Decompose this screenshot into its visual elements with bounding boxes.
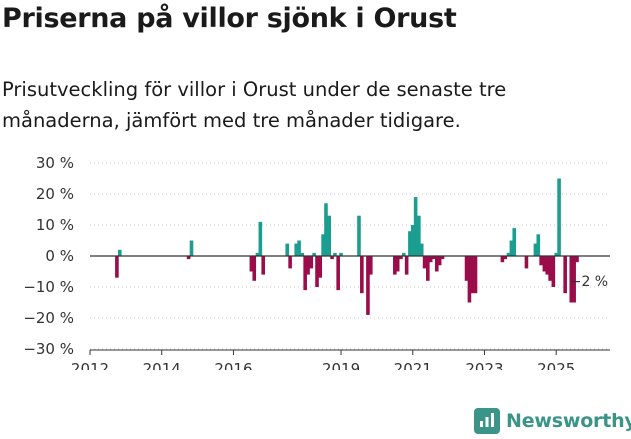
y-tick-label: −20 %: [23, 309, 74, 327]
bar: [189, 240, 194, 256]
bar: [261, 256, 266, 275]
bar: [117, 249, 122, 256]
bar: [395, 256, 400, 272]
x-tick-label: 2019: [322, 360, 360, 370]
bar: [473, 256, 478, 294]
bar: [464, 256, 469, 281]
bar: [434, 256, 439, 272]
bar: [115, 256, 119, 278]
bar: [399, 256, 403, 260]
bar: [437, 256, 442, 266]
bar: [312, 252, 316, 256]
bar: [324, 203, 328, 256]
bar: [285, 243, 290, 256]
bar: [366, 256, 370, 315]
bar: [500, 256, 505, 263]
bar: [309, 256, 314, 269]
y-tick-label: 10 %: [36, 216, 74, 234]
newsworthy-logo-icon: [474, 408, 500, 434]
bar: [306, 256, 310, 275]
x-tick-label: 2021: [394, 360, 432, 370]
x-tick-label: 2025: [537, 360, 575, 370]
bar: [303, 256, 307, 291]
bar: [336, 256, 340, 291]
bar: [321, 234, 325, 256]
bar: [294, 243, 299, 256]
bar: [548, 256, 552, 281]
bar: [300, 252, 305, 256]
bar: [297, 240, 301, 256]
bar: [512, 228, 517, 256]
bar: [431, 256, 436, 260]
bar: [426, 256, 430, 281]
bar: [410, 225, 415, 256]
bar: [327, 215, 331, 256]
bar: [315, 256, 319, 287]
chart-subtitle: Prisutveckling för villor i Orust under …: [2, 78, 507, 132]
x-tick-label: 2023: [465, 360, 503, 370]
bar: [357, 215, 361, 256]
y-tick-label: −10 %: [23, 278, 74, 296]
bar: [509, 240, 514, 256]
bar: [572, 256, 576, 303]
newsworthy-logo-text: Newsworthy: [506, 410, 631, 432]
bar: [422, 256, 427, 269]
bar: [404, 256, 409, 275]
bar: [252, 256, 257, 281]
bar: [318, 256, 323, 278]
bar: [524, 256, 529, 269]
y-tick-label: 30 %: [36, 154, 74, 172]
chart-title: Priserna på villor sjönk i Orust: [2, 3, 457, 34]
bar: [369, 256, 373, 275]
bar: [533, 243, 538, 256]
bar: [249, 256, 254, 272]
bar: [419, 243, 424, 256]
bar: [339, 252, 343, 256]
bar: [360, 256, 364, 294]
y-tick-label: −30 %: [23, 340, 74, 358]
bar: [417, 215, 421, 256]
bar: [186, 256, 191, 260]
bar: [333, 252, 337, 256]
bar: [575, 256, 579, 263]
bar: [401, 252, 406, 256]
bar: [258, 221, 263, 256]
bar: [288, 256, 292, 269]
bar: [255, 252, 260, 256]
bar: [545, 256, 550, 275]
bar: [539, 256, 543, 266]
bar: [470, 256, 475, 294]
bar: [393, 256, 397, 275]
bar: [330, 256, 334, 260]
annotation-label: −2 %: [570, 274, 608, 290]
bar: [551, 256, 556, 287]
bar: [413, 197, 418, 256]
x-tick-label: 2014: [143, 360, 181, 370]
y-tick-label: 0 %: [45, 247, 74, 265]
bar: [563, 256, 567, 294]
bar: [557, 178, 561, 256]
bar: [428, 256, 433, 263]
bar: [536, 234, 541, 256]
bar: [440, 256, 445, 260]
x-tick-label: 2016: [214, 360, 252, 370]
x-tick-label: 2012: [71, 360, 109, 370]
bar-chart: 30 % 20 % 10 % 0 % −10 % −20 % −30 % 2012 2014 20…: [23, 154, 610, 370]
bar: [467, 256, 472, 303]
bar: [554, 252, 559, 256]
y-tick-label: 20 %: [36, 185, 74, 203]
bar: [506, 252, 511, 256]
newsworthy-logo: Newsworthy: [474, 408, 631, 434]
bar: [542, 256, 547, 272]
bar: [503, 256, 508, 260]
bar: [408, 231, 412, 256]
bar: [569, 256, 574, 303]
